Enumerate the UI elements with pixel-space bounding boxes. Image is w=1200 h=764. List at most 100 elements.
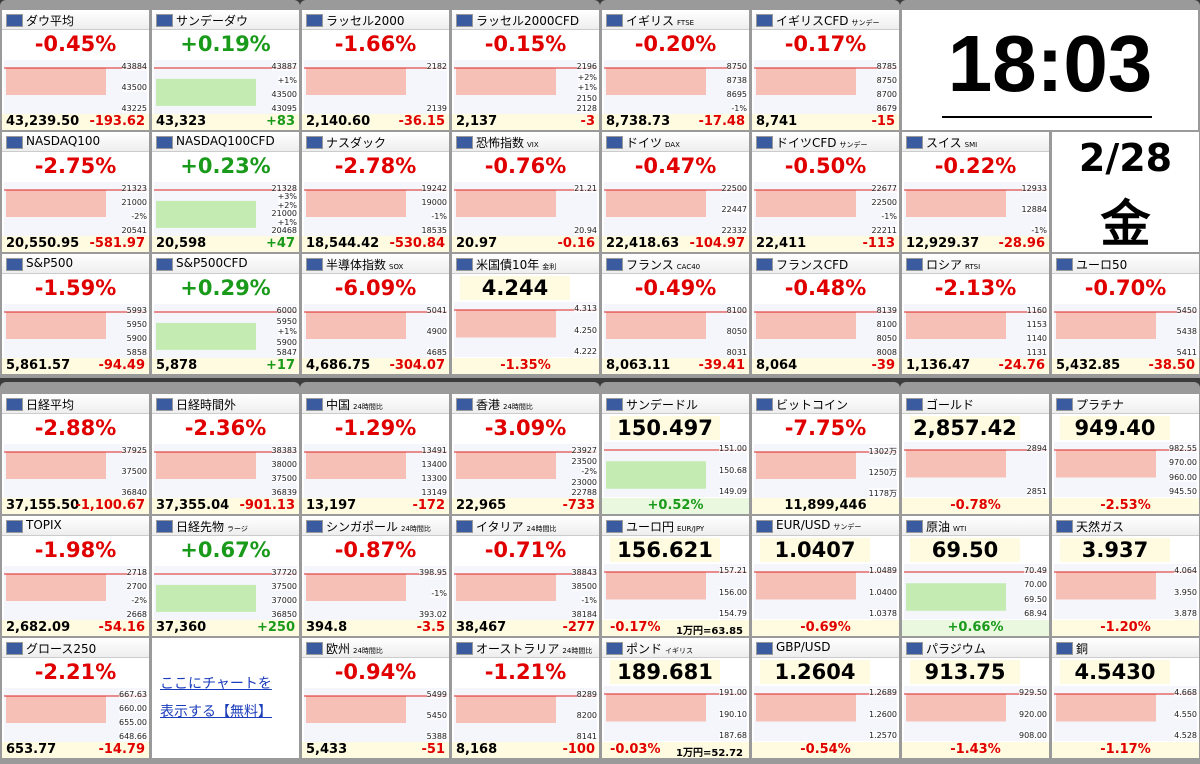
chart-bg — [156, 452, 256, 479]
flag — [306, 520, 323, 533]
bottom-bar: 20,550.95 -581.97 — [2, 236, 149, 252]
date-tile: 2/28 金 — [1052, 132, 1199, 252]
change: -17.48 — [698, 114, 745, 129]
chart-bg — [756, 572, 856, 600]
mini-chart — [1054, 304, 1197, 358]
change: -39.41 — [698, 358, 745, 373]
axis-label: +1% — [277, 327, 297, 336]
axis-label: 3.950 — [1174, 587, 1197, 597]
axis-label: 22332 — [721, 226, 747, 235]
mini-chart — [454, 688, 597, 742]
change-percent: -0.50% — [784, 154, 867, 178]
market-name: 日経先物 ラージ — [176, 520, 248, 534]
flag — [156, 258, 173, 271]
price: 2,137 — [456, 114, 498, 129]
market-tile: S&P500CFD 6000 5950 +1% 5900 5847 +0.29% 5,878 +… — [152, 254, 299, 374]
bottom-bar: 37,360 +250 — [152, 620, 299, 636]
flag — [756, 136, 773, 149]
change-percent: -1.17% — [1100, 742, 1151, 757]
change-percent: -2.21% — [34, 660, 117, 684]
tile-header: TOPIX — [2, 516, 149, 536]
axis-label: 929.50 — [1019, 688, 1047, 697]
bottom-bar: +0.66% — [902, 620, 1049, 636]
axis-label: 1.2570 — [869, 731, 897, 740]
market-name: 半導体指数 SOX — [326, 258, 404, 272]
axis-label: 920.00 — [1019, 709, 1047, 719]
market-tile: 米国債10年 金利 4.313 4.250 4.222 4.244 -1.35% — [452, 254, 599, 374]
axis-label: 18535 — [421, 226, 447, 235]
chart-bg — [1056, 572, 1156, 600]
market-tile: ポンド イギリス 191.00 190.10 187.68 189.681 -0.03% 1万… — [602, 638, 749, 758]
tile-header: NASDAQ100CFD — [152, 132, 299, 152]
axis-label: +2% — [277, 200, 297, 210]
axis-label: 982.55 — [1169, 444, 1197, 453]
chart-link[interactable]: ここにチャートを 表示する【無料】 — [160, 670, 272, 726]
change-percent: +0.23% — [180, 154, 271, 178]
axis-label: 8700 — [876, 90, 897, 99]
tile-header: EUR/USD サンデー — [752, 516, 899, 536]
price: 189.681 — [610, 660, 720, 684]
tile-header: イギリス FTSE — [602, 10, 749, 30]
axis-label: -1% — [1031, 226, 1047, 235]
market-tile: 欧州 24時間比 5499 5450 5388 -0.94% 5,433 -51 — [302, 638, 449, 758]
chart-bg — [756, 68, 856, 95]
market-name: オーストラリア 24時間比 — [476, 642, 593, 656]
link-text[interactable]: 表示する【無料】 — [160, 704, 272, 720]
axis-label: 648.66 — [119, 732, 147, 741]
bottom-bar: 8,738.73 -17.48 — [602, 114, 749, 130]
axis-label: 5041 — [426, 306, 447, 315]
bottom-bar: 2,682.09 -54.16 — [2, 620, 149, 636]
change-percent: -6.09% — [334, 276, 417, 300]
bottom-bar: 1,136.47 -24.76 — [902, 358, 1049, 374]
flag — [156, 14, 173, 27]
flag — [456, 14, 473, 27]
bottom-bar: 5,878 +17 — [152, 358, 299, 374]
chart-bg — [456, 68, 556, 95]
chart-bg — [6, 68, 106, 95]
market-sub: イギリス — [665, 647, 694, 655]
change-percent: -0.94% — [334, 660, 417, 684]
tile-header: 米国債10年 金利 — [452, 254, 599, 274]
market-tile: イギリスCFD サンデー 8785 8750 8700 8679 -0.17% 8,741 -1… — [752, 10, 899, 130]
axis-label: 13149 — [421, 488, 447, 497]
price: 1,136.47 — [906, 358, 971, 373]
flag — [606, 258, 623, 271]
axis-label: 8008 — [876, 348, 897, 357]
tile-header: フランスCFD — [752, 254, 899, 274]
axis-label: 5847 — [276, 348, 297, 357]
tile-header: ビットコイン — [752, 394, 899, 414]
axis-label: 21328 — [271, 184, 297, 193]
axis-label: 68.94 — [1024, 609, 1047, 618]
price: 12,929.37 — [906, 236, 980, 251]
flag — [1056, 398, 1073, 411]
axis-label: 655.00 — [119, 718, 147, 727]
change: -901.13 — [239, 498, 295, 513]
market-sub: RTSI — [965, 263, 981, 271]
change-percent: -2.78% — [334, 154, 417, 178]
market-name: ユーロ円 EUR/JPY — [626, 520, 705, 534]
axis-label: 398.95 — [419, 568, 447, 577]
market-name: ドイツCFD サンデー — [776, 136, 868, 150]
change: -1,100.67 — [75, 498, 145, 513]
axis-label: 8050 — [876, 334, 897, 343]
market-tile: 日経時間外 38383 38000 37500 36839 -2.36% 37,355.04… — [152, 394, 299, 514]
bottom-bar: -0.78% — [902, 498, 1049, 514]
chart-bg — [156, 584, 256, 612]
market-sub: VIX — [527, 141, 539, 149]
price: 2,140.60 — [306, 114, 371, 129]
market-name: NASDAQ100 — [26, 134, 101, 148]
market-tile: シンガポール 24時間比 398.95 -1% 393.02 -0.87% 394.8 -3.… — [302, 516, 449, 636]
link-text[interactable]: ここにチャートを — [160, 676, 272, 692]
price: 13,197 — [306, 498, 357, 513]
mini-chart — [904, 564, 1047, 619]
tile-header: ナスダック — [302, 132, 449, 152]
axis-label: 22211 — [871, 226, 897, 235]
market-tile: スイス SMI 12933 12884 -1% -0.22% 12,929.37 -28.96 — [902, 132, 1049, 252]
market-tile: NASDAQ100 21323 21000 -2% 20541 -2.75% 20,550.… — [2, 132, 149, 252]
flag — [6, 258, 23, 271]
market-sub: 24時間比 — [353, 647, 383, 655]
price: 20,598 — [156, 236, 207, 251]
change-percent: -0.70% — [1084, 276, 1167, 300]
chart-bg — [756, 452, 856, 479]
axis-label: 5499 — [426, 690, 447, 699]
